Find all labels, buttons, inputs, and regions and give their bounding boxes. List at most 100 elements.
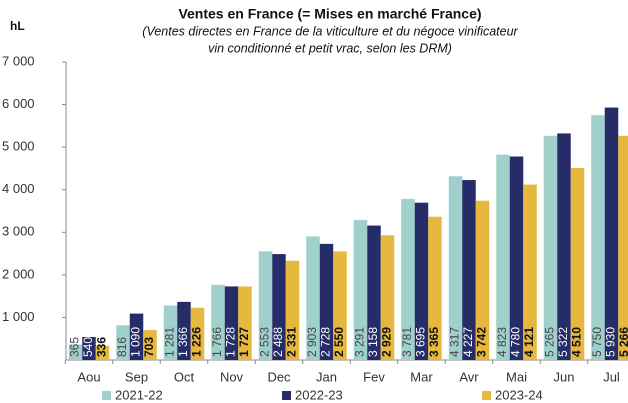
bar (177, 301, 191, 360)
bar (129, 313, 144, 360)
bar (272, 254, 286, 360)
bar (95, 345, 110, 360)
x-tick-label: Oct (174, 369, 195, 384)
bar (211, 284, 225, 360)
data-label: 4 227 (461, 327, 475, 357)
data-label: 3 291 (353, 327, 367, 357)
bar (401, 199, 415, 360)
x-tick-label: Jan (316, 369, 337, 384)
data-label: 2 903 (305, 327, 319, 357)
data-label: 4 121 (522, 327, 536, 357)
data-label: 336 (95, 337, 109, 357)
data-label: 540 (81, 337, 95, 357)
data-label: 5 930 (604, 327, 618, 357)
data-label: 2 488 (271, 327, 285, 357)
bar (591, 115, 605, 360)
data-label: 703 (142, 337, 156, 357)
data-label: 3 742 (475, 327, 489, 357)
bar (462, 180, 476, 360)
bar (618, 135, 628, 360)
bar (353, 219, 368, 360)
data-label: 5 750 (590, 327, 604, 357)
legend-swatch (482, 391, 491, 400)
data-label: 816 (115, 337, 129, 357)
data-label: 5 265 (543, 327, 557, 357)
bar (163, 305, 178, 360)
bar (224, 286, 239, 360)
data-label: 3 365 (427, 327, 441, 357)
bar (523, 184, 537, 360)
data-label: 3 158 (366, 327, 380, 357)
bar (428, 216, 442, 360)
data-label: 2 331 (285, 327, 299, 357)
bar (557, 133, 571, 360)
legend-swatch (282, 391, 291, 400)
data-label: 2 929 (380, 327, 394, 357)
bar (509, 156, 524, 360)
legend-label: 2021-22 (115, 387, 163, 402)
y-tick-label: 7 000 (2, 53, 35, 68)
data-label: 1 366 (176, 327, 190, 357)
x-tick-label: Aou (77, 369, 100, 384)
data-label: 4 823 (495, 327, 509, 357)
x-tick-label: Avr (459, 369, 479, 384)
bar (190, 307, 205, 360)
legend-label: 2022-23 (295, 387, 343, 402)
bar (143, 330, 157, 360)
chart-subtitle: (Ventes directes en France de la viticul… (142, 24, 518, 38)
bar (604, 107, 619, 361)
y-tick-label: 6 000 (2, 96, 35, 111)
data-label: 3 695 (414, 327, 428, 357)
y-tick-label: 3 000 (2, 224, 35, 239)
y-tick-label: 4 000 (2, 181, 35, 196)
bar (496, 154, 510, 360)
bar (380, 235, 395, 360)
bar (238, 286, 252, 360)
bar (116, 325, 130, 360)
data-label: 1 281 (163, 327, 177, 357)
bar (306, 236, 320, 360)
chart-title: Ventes en France (= Mises en marché Fran… (178, 6, 481, 22)
data-label: 1 090 (129, 327, 143, 357)
bar (319, 243, 334, 360)
bar (82, 337, 96, 360)
bar (543, 135, 558, 360)
y-axis-label: hL (10, 19, 25, 33)
y-tick-label: 2 000 (2, 266, 35, 281)
x-tick-label: Sep (125, 369, 148, 384)
data-label: 4 780 (509, 327, 523, 357)
legend-label: 2023-24 (495, 387, 543, 402)
data-label: 1 727 (237, 327, 251, 357)
bar (68, 344, 83, 360)
data-label: 365 (68, 337, 82, 357)
bar (367, 225, 381, 360)
bar (570, 168, 585, 360)
data-label: 3 781 (400, 327, 414, 357)
chart-subtitle: vin conditionné et petit vrac, selon les… (208, 41, 452, 55)
y-tick-label: 1 000 (2, 309, 35, 324)
data-label: 2 728 (319, 327, 333, 357)
x-tick-label: Mar (410, 369, 433, 384)
data-label: 1 728 (224, 327, 238, 357)
data-label: 4 510 (570, 327, 584, 357)
x-tick-label: Nov (220, 369, 244, 384)
x-tick-label: Fev (363, 369, 385, 384)
x-tick-label: Jun (554, 369, 575, 384)
bar (448, 176, 463, 360)
data-label: 1 766 (210, 327, 224, 357)
data-label: 5 266 (617, 327, 628, 357)
x-tick-label: Dec (267, 369, 291, 384)
bar (414, 202, 429, 360)
bar (285, 260, 300, 360)
y-tick-label: 5 000 (2, 139, 35, 154)
bar (333, 251, 347, 360)
x-tick-label: Mai (506, 369, 527, 384)
x-tick-label: Jul (603, 369, 620, 384)
data-label: 1 226 (190, 327, 204, 357)
data-label: 2 553 (258, 327, 272, 357)
bar (475, 200, 490, 360)
data-label: 4 317 (448, 327, 462, 357)
data-label: 2 550 (332, 327, 346, 357)
